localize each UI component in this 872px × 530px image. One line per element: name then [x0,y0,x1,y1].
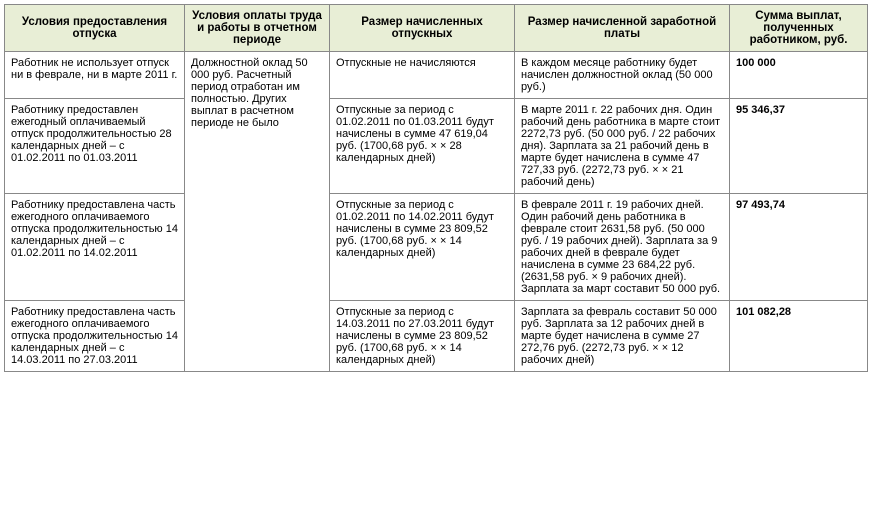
table-header: Условия предоставления отпуска Условия о… [5,5,868,52]
header-row: Условия предоставления отпуска Условия о… [5,5,868,52]
cell-sum: 101 082,28 [730,301,868,372]
table-row: Работнику предоставлена часть ежегодного… [5,301,868,372]
col-header-accrued: Размер начисленных отпускных [330,5,515,52]
cell-salary: В каждом месяце работнику будет начислен… [515,52,730,99]
col-header-salary: Размер начисленной заработной платы [515,5,730,52]
cell-accrued: Отпускные за период с 01.02.2011 по 01.0… [330,99,515,194]
cell-accrued: Отпускные за период с 01.02.2011 по 14.0… [330,194,515,301]
cell-vacation: Работнику предоставлена часть ежегодного… [5,301,185,372]
cell-vacation: Работнику предоставлен ежегодный оплачив… [5,99,185,194]
col-header-vacation: Условия предоставления отпуска [5,5,185,52]
payments-table: Условия предоставления отпуска Условия о… [4,4,868,372]
col-header-sum: Сумма выплат, полученных работником, руб… [730,5,868,52]
col-header-conditions: Условия оплаты труда и работы в отчетном… [185,5,330,52]
cell-sum: 100 000 [730,52,868,99]
cell-salary: В феврале 2011 г. 19 рабочих дней. Один … [515,194,730,301]
table-row: Работник не использует отпуск ни в февра… [5,52,868,99]
cell-accrued: Отпускные за период с 14.03.2011 по 27.0… [330,301,515,372]
table-row: Работнику предоставлен ежегодный оплачив… [5,99,868,194]
cell-accrued: Отпускные не начисляются [330,52,515,99]
cell-vacation: Работнику предоставлена часть ежегодного… [5,194,185,301]
cell-salary: В марте 2011 г. 22 рабочих дня. Один раб… [515,99,730,194]
cell-sum: 97 493,74 [730,194,868,301]
cell-salary: Зарплата за февраль составит 50 000 руб.… [515,301,730,372]
cell-sum: 95 346,37 [730,99,868,194]
cell-vacation: Работник не использует отпуск ни в февра… [5,52,185,99]
cell-conditions: Должностной оклад 50 000 руб. Расчетный … [185,52,330,372]
table-row: Работнику предоставлена часть ежегодного… [5,194,868,301]
